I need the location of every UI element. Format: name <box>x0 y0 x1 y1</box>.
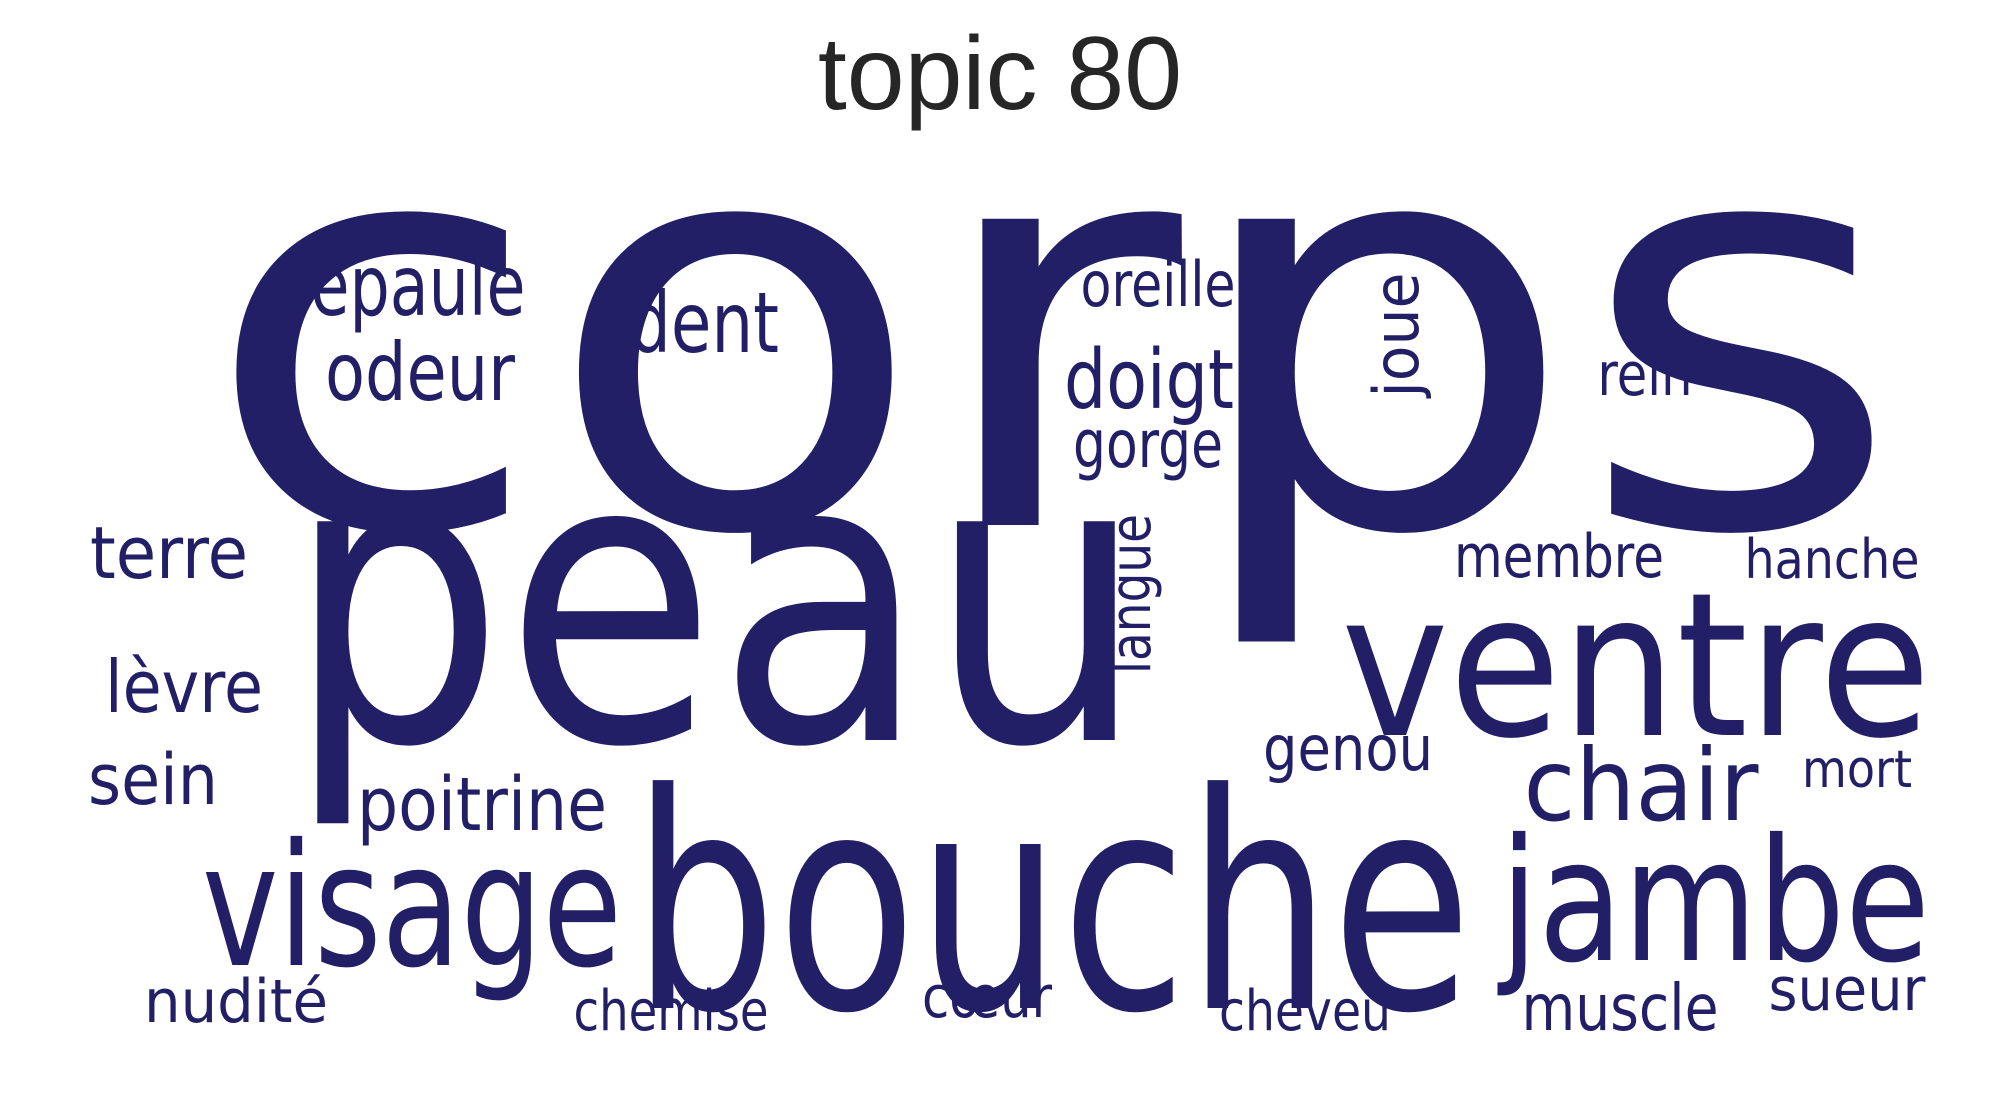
word-rein: rein <box>1598 340 1693 410</box>
word-jambe: jambe <box>1497 803 1930 1001</box>
word-doigt: doigt <box>1064 333 1234 428</box>
word-membre: membre <box>1454 522 1664 592</box>
word-mort: mort <box>1802 740 1912 800</box>
word-sein: sein <box>88 739 218 821</box>
word-visage: visage <box>202 808 622 1006</box>
word-sueur: sueur <box>1769 955 1926 1025</box>
word-muscle: muscle <box>1522 972 1719 1046</box>
word-gorge: gorge <box>1073 406 1223 483</box>
word-hanche: hanche <box>1745 528 1920 591</box>
word-dent: dent <box>629 274 779 372</box>
word-chemise: chemise <box>574 979 769 1044</box>
word-levre: lèvre <box>105 645 263 729</box>
word-corps: corps <box>202 6 1902 658</box>
word-genou: genou <box>1263 712 1433 785</box>
word-joue: joue <box>1360 273 1433 400</box>
word-langue: langue <box>1099 514 1164 674</box>
word-peau: peau <box>286 370 1146 835</box>
word-cheveu: cheveu <box>1219 979 1391 1044</box>
word-chair: chair <box>1524 727 1760 844</box>
word-nudite: nudité <box>144 967 328 1037</box>
page-title: topic 80 <box>817 16 1183 132</box>
word-epaule: épaule <box>311 237 526 335</box>
word-odeur: odeur <box>325 326 515 419</box>
word-terre: terre <box>90 511 248 595</box>
word-coeur: cœur <box>922 963 1052 1031</box>
word-ventre: ventre <box>1341 550 1931 783</box>
word-poitrine: poitrine <box>357 762 607 848</box>
word-oreille: oreille <box>1081 248 1236 321</box>
word-bouche: bouche <box>632 730 1472 1079</box>
